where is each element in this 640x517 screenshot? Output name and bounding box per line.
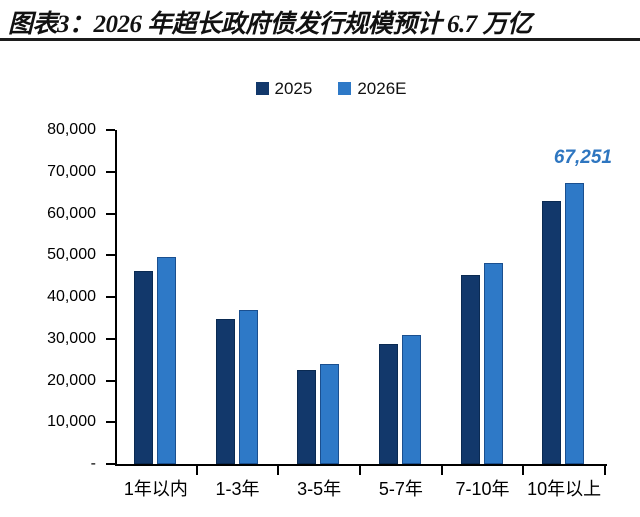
x-tick	[522, 466, 525, 475]
legend-label: 2025	[274, 79, 313, 98]
y-tick-label: 10,000	[47, 413, 96, 431]
y-tick	[106, 212, 115, 215]
bar-2025-3-5年	[297, 370, 317, 464]
bar-2026E-3-5年	[320, 363, 340, 464]
legend-item-2026E: 2026E	[338, 79, 407, 98]
x-tick	[277, 466, 280, 475]
y-tick	[106, 463, 115, 465]
y-tick	[106, 170, 115, 173]
x-tick	[359, 466, 361, 475]
bar-2026E-7-10年	[483, 262, 503, 464]
bar-2026E-10年以上	[565, 183, 585, 464]
bar-2026E-1-3年	[238, 309, 258, 464]
y-tick-label: 50,000	[47, 246, 96, 264]
legend-swatch-icon	[255, 82, 269, 95]
bar-value-label: 67,251	[553, 147, 612, 168]
plot-area	[115, 130, 607, 466]
y-tick-label: 20,000	[47, 371, 96, 389]
bar-2025-7-10年	[460, 275, 480, 464]
bar-2025-1年以内	[134, 271, 153, 464]
y-tick-label: 80,000	[47, 121, 96, 138]
y-tick-label: 30,000	[47, 329, 96, 347]
x-axis-label: 7-10年	[455, 479, 510, 499]
y-tick	[106, 337, 115, 340]
x-tick	[440, 466, 443, 475]
bar-2025-5-7年	[379, 343, 398, 464]
y-tick-label: -	[90, 455, 96, 472]
y-tick-label: 40,000	[47, 288, 96, 305]
y-tick-label: 60,000	[47, 204, 96, 222]
legend-swatch-icon	[338, 82, 352, 95]
x-axis-label: 10年以上	[527, 479, 602, 499]
y-tick	[106, 129, 115, 131]
y-tick	[106, 379, 115, 382]
x-axis-label: 5-7年	[378, 479, 423, 499]
legend-label: 2026E	[357, 79, 407, 98]
y-tick	[106, 421, 115, 424]
title-divider	[0, 38, 640, 41]
figure-title: 图表3：2026 年超长政府债发行规模预计 6.7 万亿	[8, 11, 532, 38]
x-axis-label: 3-5年	[297, 479, 342, 499]
bar-2025-1-3年	[215, 318, 235, 464]
bar-2026E-5-7年	[402, 334, 421, 464]
bar-2025-10年以上	[542, 200, 562, 464]
x-axis-label: 1年以内	[123, 479, 188, 499]
x-tick	[604, 466, 606, 475]
y-tick	[106, 296, 115, 298]
x-tick	[195, 466, 198, 475]
legend-item-2025: 2025	[255, 79, 313, 98]
x-axis-label: 1-3年	[215, 479, 260, 499]
bar-2026E-1年以内	[157, 256, 176, 464]
chart-legend: 2025 2026E	[0, 80, 640, 97]
y-tick	[106, 254, 115, 257]
y-tick-label: 70,000	[47, 162, 96, 180]
